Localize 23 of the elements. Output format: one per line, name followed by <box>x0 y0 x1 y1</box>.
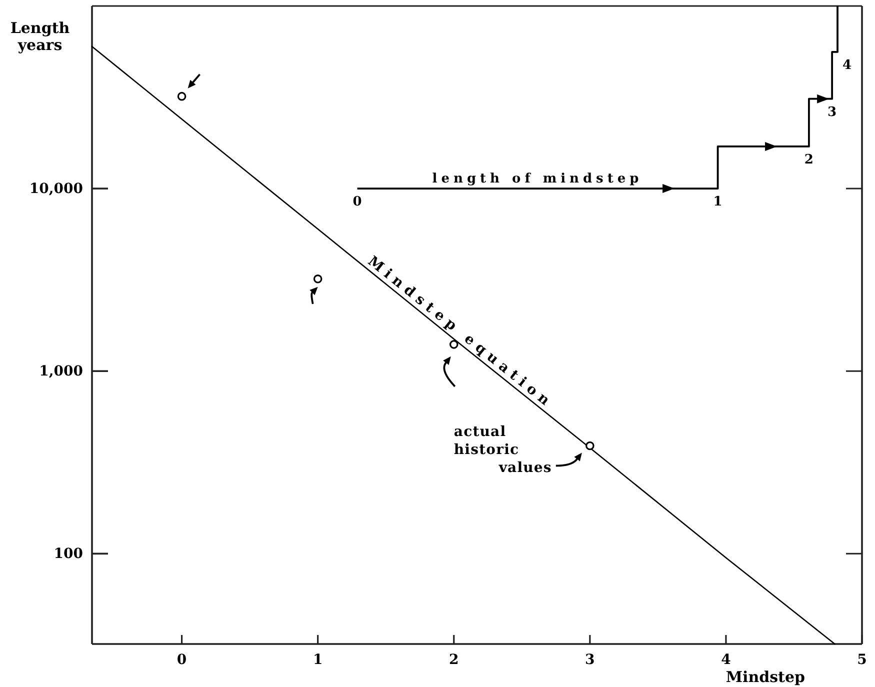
annotation: 4 <box>842 58 852 73</box>
x-tick-label: 2 <box>449 652 459 668</box>
point <box>586 441 594 450</box>
y-tick-label: 10,000 <box>29 180 84 197</box>
y-tick-label: 100 <box>54 546 84 562</box>
y-axis-title: Length years <box>10 19 70 54</box>
x-tick-label: 3 <box>585 652 595 668</box>
annotation: 3 <box>828 104 837 120</box>
annotation: actual historic values <box>454 424 552 476</box>
point <box>449 340 458 349</box>
line-series <box>91 46 836 645</box>
series-label: length of mindstep <box>432 172 643 187</box>
x-tick-label: 5 <box>857 652 867 668</box>
x-tick-label: 4 <box>721 652 732 668</box>
x-tick-label: 0 <box>176 652 187 668</box>
point <box>313 274 322 284</box>
x-axis-title: Mindstep <box>726 668 805 686</box>
annotation: 2 <box>804 152 814 168</box>
annotation: 1 <box>713 194 722 210</box>
x-tick-label: 1 <box>312 652 323 668</box>
y-tick-label: 1,000 <box>39 363 84 380</box>
point <box>177 92 186 101</box>
annotation: 0 <box>352 194 362 210</box>
